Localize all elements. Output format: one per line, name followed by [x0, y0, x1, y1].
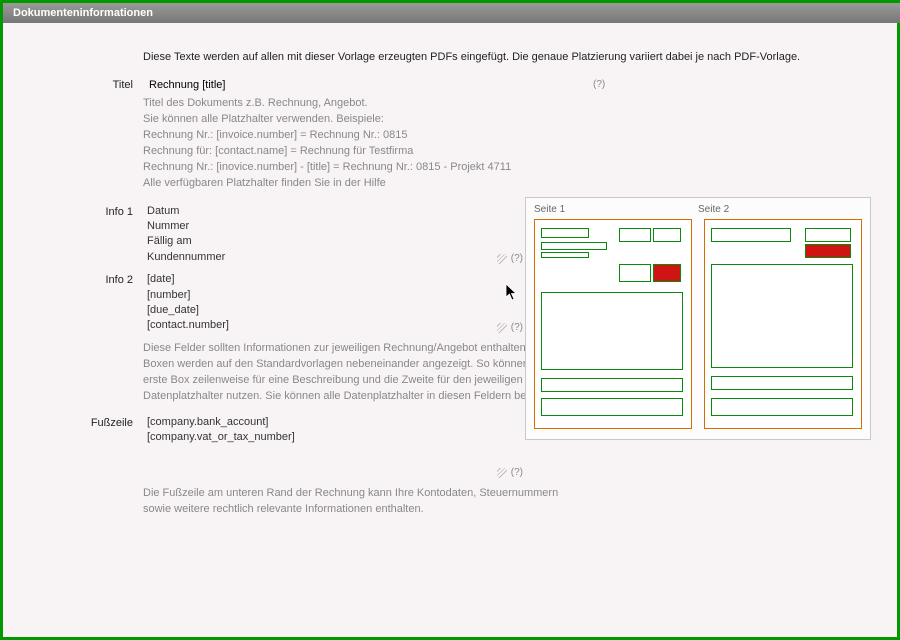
intro-text: Diese Texte werden auf allen mit dieser … [33, 51, 867, 63]
text-line: Rechnung Nr.: [inovice.number] - [title]… [143, 160, 867, 176]
layout-box [541, 292, 683, 370]
text-line: [number] [147, 288, 527, 303]
title-help-text: Titel des Dokuments z.B. Rechnung, Angeb… [33, 96, 867, 192]
help-icon[interactable]: (?) [511, 467, 523, 478]
layout-box [711, 264, 853, 368]
panel-title: Dokumenteninformationen [13, 7, 153, 19]
layout-box [711, 398, 853, 416]
title-input[interactable]: Rechnung [title] [147, 77, 471, 92]
footer-textarea[interactable]: [company.bank_account][company.vat_or_ta… [147, 415, 527, 446]
info2-label: Info 2 [33, 272, 147, 286]
resize-handle-icon[interactable] [497, 468, 507, 478]
help-icon[interactable]: (?) [593, 79, 605, 90]
layout-box [805, 228, 851, 242]
text-line: Rechnung für: [contact.name] = Rechnung … [143, 144, 867, 160]
preview-panel: Seite 1 Seite 2 [525, 197, 871, 440]
text-line: Datum [147, 204, 527, 219]
layout-box [619, 264, 651, 282]
info1-textarea[interactable]: DatumNummerFällig amKundennummer [147, 204, 527, 266]
text-line: Kundennummer [147, 250, 527, 265]
layout-box [541, 378, 683, 392]
layout-box [653, 228, 681, 242]
page2-label: Seite 2 [698, 204, 862, 215]
layout-box [711, 376, 853, 390]
resize-handle-icon[interactable] [497, 254, 507, 264]
footer-label: Fußzeile [33, 415, 147, 429]
highlight-box [806, 245, 850, 257]
text-line: Fällig am [147, 234, 527, 249]
preview-page-1 [534, 219, 692, 429]
text-line: Sie können alle Platzhalter verwenden. B… [143, 112, 867, 128]
panel: Dokumenteninformationen Diese Texte werd… [0, 0, 900, 640]
info1-label: Info 1 [33, 204, 147, 218]
info2-textarea[interactable]: [date][number][due_date][contact.number] [147, 272, 527, 334]
footer-note: Die Fußzeile am unteren Rand der Rechnun… [33, 486, 573, 518]
title-label: Titel [33, 77, 147, 91]
layout-box [619, 228, 651, 242]
layout-box [541, 398, 683, 416]
text-line: Titel des Dokuments z.B. Rechnung, Angeb… [143, 96, 867, 112]
text-line: [company.vat_or_tax_number] [147, 430, 527, 445]
panel-header: Dokumenteninformationen [3, 3, 900, 23]
layout-box [541, 252, 589, 258]
page1-label: Seite 1 [534, 204, 698, 215]
text-line: [contact.number] [147, 318, 527, 333]
resize-handle-icon[interactable] [497, 323, 507, 333]
layout-box [711, 228, 791, 242]
highlight-box [654, 265, 680, 281]
text-line: Rechnung Nr.: [invoice.number] = Rechnun… [143, 128, 867, 144]
text-line: [company.bank_account] [147, 415, 527, 430]
text-line: [date] [147, 272, 527, 287]
info-note: Diese Felder sollten Informationen zur j… [33, 341, 573, 405]
text-line: Alle verfügbaren Platzhalter finden Sie … [143, 176, 867, 192]
preview-page-2 [704, 219, 862, 429]
footer-resize-help: (?) [33, 465, 523, 478]
text-line: [due_date] [147, 303, 527, 318]
text-line: Nummer [147, 219, 527, 234]
row-title: Titel Rechnung [title] (?) [33, 77, 867, 92]
layout-box [541, 228, 589, 238]
layout-box [541, 242, 607, 250]
